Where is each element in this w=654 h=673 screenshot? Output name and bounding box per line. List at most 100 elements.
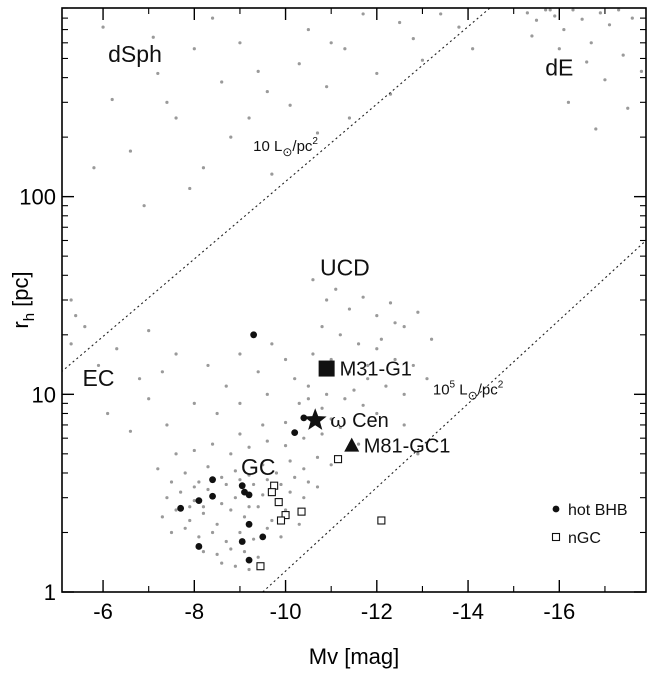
background-point — [361, 12, 365, 16]
background-point — [229, 135, 233, 139]
background-point — [325, 298, 329, 302]
background-point — [128, 149, 133, 153]
background-point — [393, 321, 397, 325]
x-tick-label: -16 — [543, 599, 575, 624]
background-point — [137, 377, 142, 381]
background-point — [315, 455, 320, 459]
background-point — [288, 103, 292, 107]
x-tick-label: -14 — [452, 599, 484, 624]
m81-gc1-marker — [344, 437, 360, 452]
background-point — [293, 377, 297, 381]
background-point — [325, 85, 329, 89]
hot-bhb-point — [209, 492, 216, 500]
background-point — [402, 423, 406, 427]
background-point — [320, 432, 324, 436]
background-point — [179, 490, 183, 494]
background-point — [74, 314, 78, 318]
background-point — [420, 58, 425, 62]
background-point — [343, 397, 347, 401]
background-point — [411, 37, 415, 41]
background-point — [553, 14, 557, 18]
background-point — [229, 452, 233, 456]
background-point — [557, 47, 561, 51]
background-point — [416, 452, 420, 456]
background-point — [206, 363, 210, 368]
background-point — [270, 342, 274, 346]
background-point — [402, 392, 406, 396]
background-point — [375, 411, 379, 416]
background-point — [252, 537, 256, 541]
background-point — [334, 287, 338, 291]
background-point — [215, 411, 219, 416]
region-label-ec: EC — [83, 365, 115, 391]
background-point — [617, 8, 621, 12]
background-point — [302, 496, 306, 500]
background-point — [256, 505, 260, 509]
background-point — [411, 363, 415, 368]
background-point — [210, 16, 215, 20]
background-point — [160, 370, 164, 374]
surface-brightness-label: 10 L⊙/pc2 — [253, 136, 318, 159]
omega-cen-label: ω Cen — [330, 408, 389, 432]
background-point — [252, 482, 256, 487]
legend-ngc-marker — [551, 532, 561, 542]
y-axis-title-main: r — [8, 321, 33, 328]
m31-g1-marker — [318, 360, 335, 377]
background-point — [356, 442, 361, 446]
background-point — [416, 310, 420, 314]
ngc-point — [377, 516, 386, 525]
hot-bhb-point — [195, 543, 203, 550]
background-point — [165, 100, 169, 104]
background-point — [352, 388, 356, 392]
background-point — [210, 442, 215, 446]
x-tick-label: -8 — [185, 599, 205, 624]
y-tick-label: 100 — [19, 185, 56, 210]
background-point — [206, 465, 210, 469]
background-point — [525, 11, 529, 15]
background-point — [329, 41, 333, 45]
ngc-point — [256, 562, 265, 571]
background-point — [297, 522, 301, 526]
background-point — [238, 530, 242, 535]
background-point — [270, 518, 274, 523]
background-point — [283, 357, 288, 362]
background-point — [544, 8, 548, 12]
background-point — [160, 515, 164, 519]
background-point — [115, 347, 119, 351]
hot-bhb-point — [195, 497, 203, 504]
background-point — [283, 420, 288, 425]
region-label-ucd: UCD — [320, 254, 370, 280]
background-point — [356, 342, 361, 346]
surface-brightness-label: 105 L⊙/pc2 — [433, 379, 504, 402]
x-tick-label: -6 — [93, 599, 113, 624]
region-labels: 10 L⊙/pc2 105 L⊙/pc2 dSph dE UCD EC GC — [83, 41, 574, 480]
background-point — [238, 432, 242, 436]
background-point — [279, 535, 283, 539]
background-point — [471, 47, 475, 51]
background-point — [238, 41, 242, 45]
background-point — [621, 53, 625, 57]
background-point — [388, 301, 393, 305]
background-point — [630, 16, 634, 20]
ngc-point — [333, 455, 343, 464]
surface-brightness-line — [262, 240, 646, 592]
background-point — [329, 463, 333, 467]
background-point — [188, 186, 192, 191]
background-point — [566, 100, 571, 104]
background-point — [402, 325, 406, 329]
background-point — [274, 471, 279, 475]
x-tick-label: -10 — [270, 599, 302, 624]
legend-hot-bhb-marker — [552, 505, 560, 513]
background-point — [156, 71, 160, 76]
background-point — [92, 166, 96, 170]
legend: hot BHB nGC — [551, 502, 628, 547]
background-point — [580, 17, 584, 21]
background-point — [293, 475, 297, 479]
background-point — [192, 47, 196, 51]
background-point — [261, 463, 265, 467]
background-point — [361, 403, 365, 407]
background-point — [192, 485, 196, 489]
background-point — [210, 530, 215, 535]
background-point — [311, 278, 315, 282]
background-point — [279, 482, 283, 487]
